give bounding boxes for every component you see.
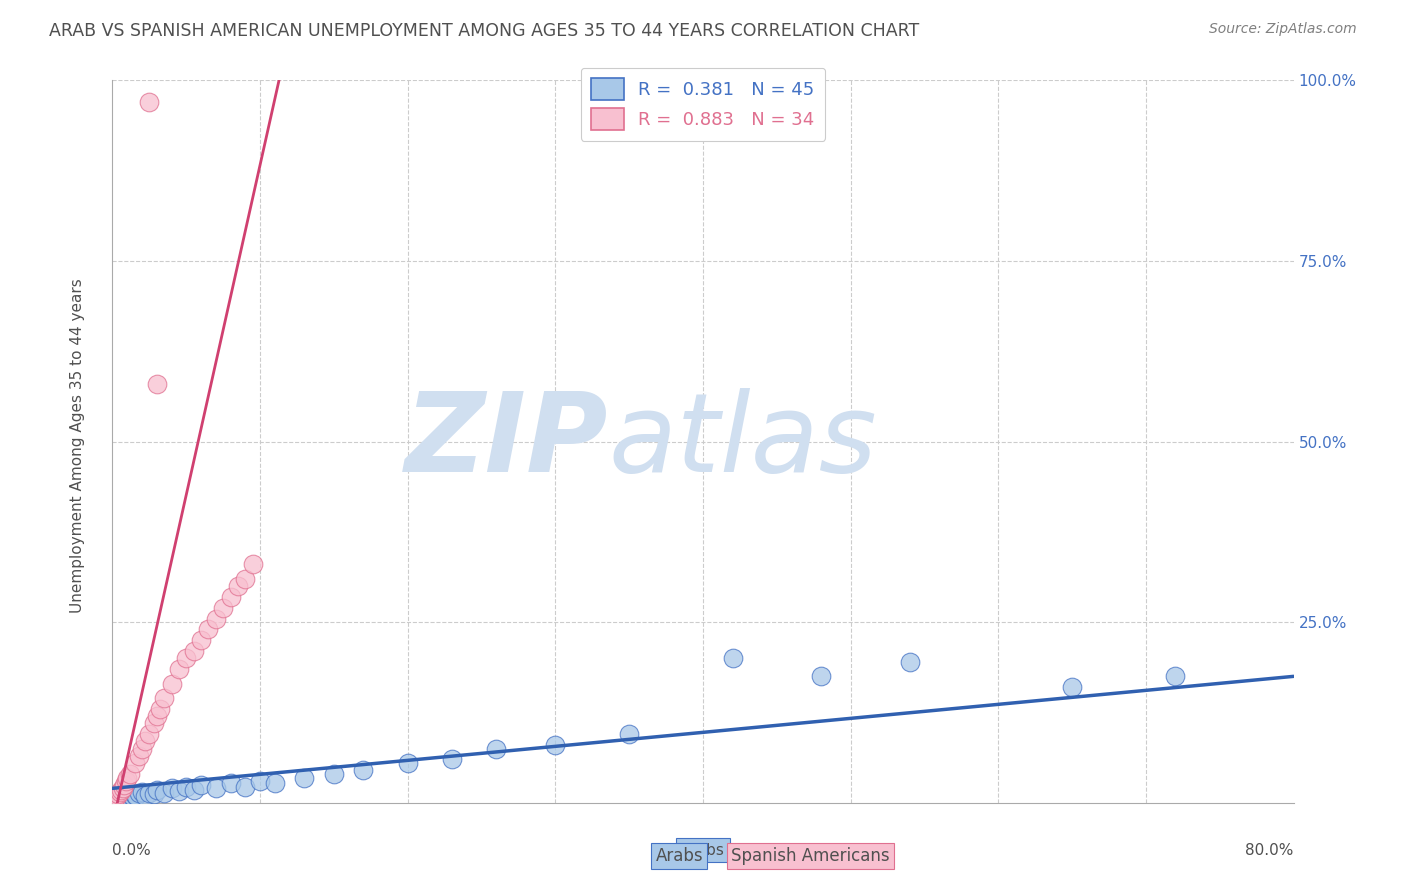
Point <box>110 790 132 805</box>
Point <box>112 778 135 792</box>
Point <box>107 787 129 801</box>
Point <box>146 782 169 797</box>
Point <box>619 727 641 741</box>
Point <box>117 789 138 803</box>
Point <box>112 789 135 804</box>
Point <box>810 669 832 683</box>
Point <box>898 655 921 669</box>
Point <box>120 787 142 801</box>
Point <box>249 774 271 789</box>
Point <box>111 781 134 796</box>
Point <box>212 600 235 615</box>
Point <box>197 623 219 637</box>
Point <box>226 579 249 593</box>
Point <box>125 789 148 804</box>
Point <box>146 376 169 391</box>
Point <box>108 785 131 799</box>
Point <box>190 633 212 648</box>
Point <box>142 787 165 801</box>
Point <box>485 741 508 756</box>
Text: 0.0%: 0.0% <box>112 843 152 857</box>
Point <box>134 734 156 748</box>
Point <box>205 781 228 796</box>
Point <box>104 792 127 806</box>
Point <box>142 716 165 731</box>
Point <box>167 662 190 676</box>
Point <box>114 774 136 789</box>
Point <box>149 702 172 716</box>
Text: ZIP: ZIP <box>405 388 609 495</box>
Point <box>107 793 129 807</box>
Point <box>183 644 205 658</box>
Point <box>103 792 125 806</box>
Point <box>138 95 160 109</box>
Point <box>292 771 315 785</box>
Point <box>105 789 128 803</box>
Point <box>117 771 138 785</box>
Point <box>114 791 136 805</box>
Point <box>124 788 146 802</box>
Point <box>138 727 160 741</box>
Point <box>131 741 153 756</box>
Point <box>174 780 197 794</box>
Text: ARAB VS SPANISH AMERICAN UNEMPLOYMENT AMONG AGES 35 TO 44 YEARS CORRELATION CHAR: ARAB VS SPANISH AMERICAN UNEMPLOYMENT AM… <box>49 22 920 40</box>
Legend: R =  0.381   N = 45, R =  0.883   N = 34: R = 0.381 N = 45, R = 0.883 N = 34 <box>581 68 825 141</box>
Text: Source: ZipAtlas.com: Source: ZipAtlas.com <box>1209 22 1357 37</box>
Text: Arabs: Arabs <box>681 843 725 857</box>
Point <box>138 786 160 800</box>
Point <box>205 611 228 625</box>
Point <box>352 764 374 778</box>
Point <box>108 791 131 805</box>
Point <box>121 789 143 803</box>
Point <box>167 784 190 798</box>
Point <box>721 651 744 665</box>
Point <box>441 752 464 766</box>
Text: 80.0%: 80.0% <box>1246 843 1294 857</box>
Text: atlas: atlas <box>609 388 877 495</box>
Point <box>1062 680 1084 694</box>
Point <box>233 572 256 586</box>
Point <box>134 789 156 803</box>
Point <box>219 590 242 604</box>
Point <box>183 782 205 797</box>
Point <box>153 786 176 800</box>
Point <box>242 558 264 572</box>
Point <box>544 738 567 752</box>
Point <box>118 790 141 805</box>
Point <box>146 709 169 723</box>
Point <box>396 756 419 770</box>
Point <box>104 790 127 805</box>
Point <box>128 786 150 800</box>
Point <box>122 790 145 805</box>
Point <box>264 775 287 789</box>
Point <box>160 676 183 690</box>
Point <box>190 778 212 792</box>
Point <box>120 767 142 781</box>
Point <box>110 782 132 797</box>
Point <box>124 756 146 770</box>
Point <box>105 790 128 805</box>
Point <box>323 767 346 781</box>
Point <box>128 748 150 763</box>
Text: Unemployment Among Ages 35 to 44 years: Unemployment Among Ages 35 to 44 years <box>70 278 84 614</box>
Point <box>1164 669 1187 683</box>
Text: Arabs: Arabs <box>655 847 703 865</box>
Point <box>233 780 256 794</box>
Point <box>160 781 183 796</box>
Point <box>131 785 153 799</box>
Point <box>111 792 134 806</box>
Point <box>219 775 242 789</box>
Text: Spanish Americans: Spanish Americans <box>731 847 890 865</box>
Point <box>153 691 176 706</box>
Point <box>174 651 197 665</box>
